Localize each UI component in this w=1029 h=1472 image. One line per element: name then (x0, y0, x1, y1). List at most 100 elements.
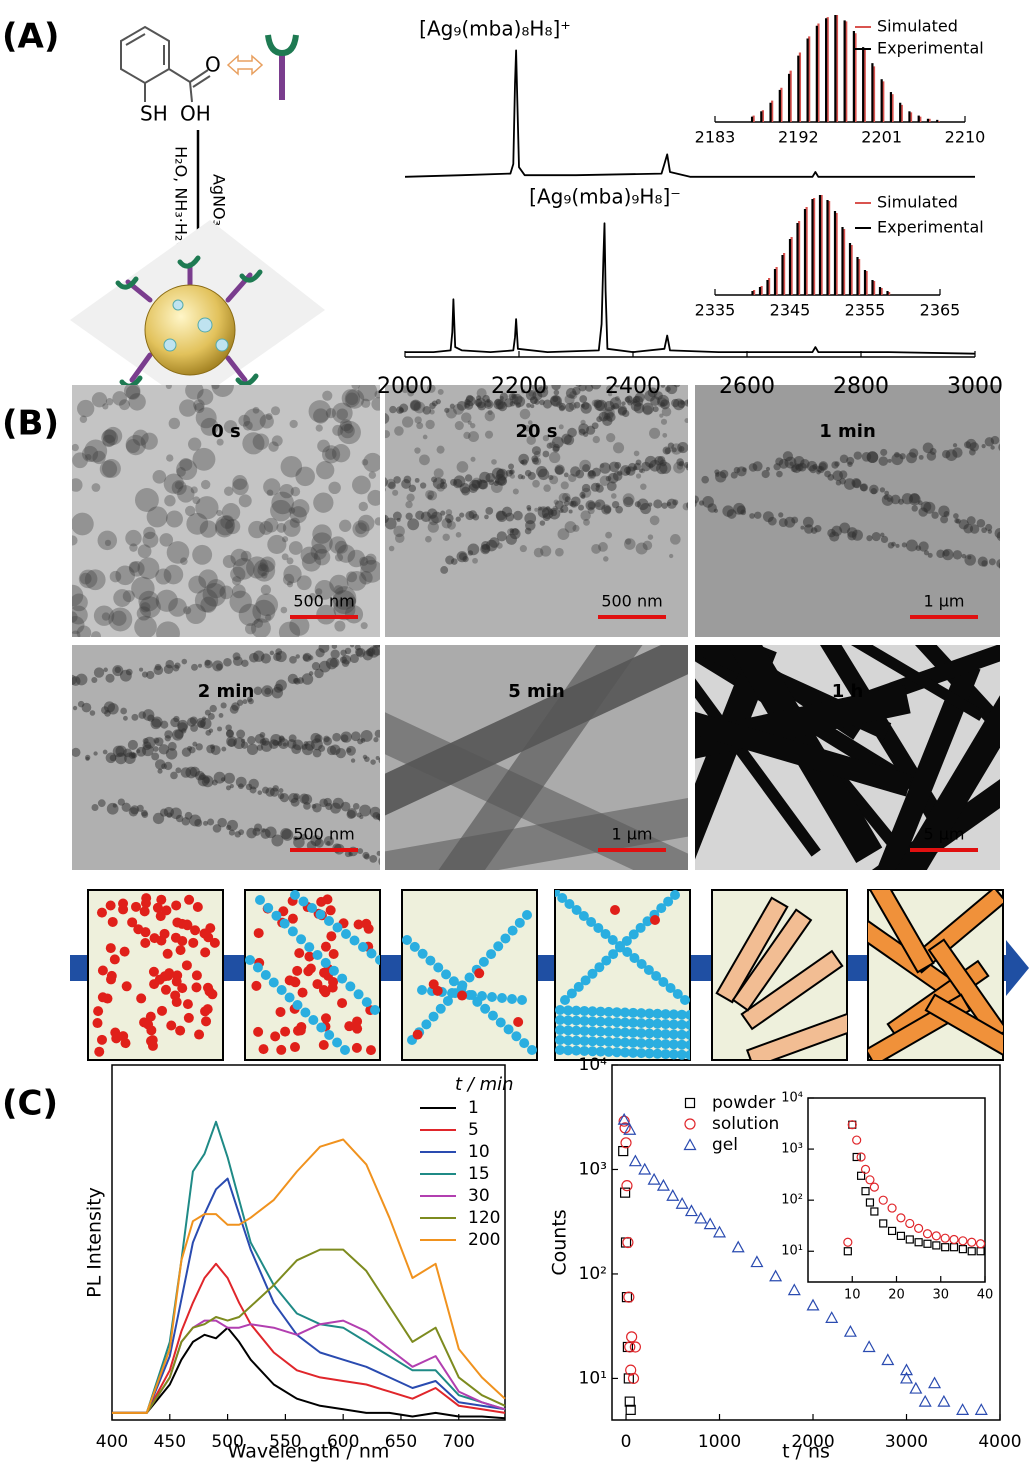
aggregate (179, 399, 196, 416)
cluster (259, 1044, 269, 1054)
fiber-particle (456, 516, 461, 521)
cluster (358, 942, 368, 952)
aggregate (142, 532, 158, 548)
cluster (487, 992, 497, 1002)
fiber-particle (345, 648, 351, 654)
aggregate (382, 430, 390, 438)
point (622, 1181, 632, 1191)
fiber-particle (252, 828, 260, 836)
fiber-particle (217, 818, 227, 828)
cluster (361, 919, 371, 929)
time-label: 5 min (508, 681, 565, 702)
aggregate (580, 510, 590, 520)
point (705, 1219, 716, 1229)
cluster (188, 938, 198, 948)
fiber-particle (264, 688, 271, 695)
point (808, 1300, 819, 1310)
chart: 0100020003000400010¹10²10³10⁴t / nsCount… (549, 1055, 1022, 1463)
aggregate (123, 590, 135, 602)
aggregate (229, 591, 251, 613)
aggregate (613, 442, 624, 453)
fiber-particle (126, 669, 133, 676)
fiber-particle (871, 488, 877, 494)
fiber-particle (139, 668, 143, 672)
cluster (141, 927, 151, 937)
fiber-particle (164, 730, 172, 738)
cluster (110, 1028, 120, 1038)
fiber-particle (445, 556, 454, 565)
cluster (110, 954, 120, 964)
point (845, 1326, 856, 1336)
aggregate (485, 431, 493, 439)
point (915, 1224, 923, 1232)
fiber-particle (207, 818, 214, 825)
cluster (329, 949, 339, 959)
fiber-particle (687, 498, 697, 508)
tem-image: 5 min1 μm (354, 605, 718, 924)
figure: (A) (B) (C) SH OH O AgNO₃ H₂O, NH₃·H₂O 0… (0, 0, 1029, 1472)
fiber-particle (216, 663, 223, 670)
point (862, 1188, 869, 1195)
fiber-particle (977, 519, 986, 528)
cluster (269, 978, 279, 988)
aggregate (446, 509, 453, 516)
fiber-particle (257, 790, 262, 795)
aggregate (282, 536, 288, 542)
y-tick-label: 10² (781, 1193, 803, 1208)
cluster (270, 1031, 280, 1041)
aggregate (549, 452, 560, 463)
aggregate (671, 443, 682, 454)
fiber-particle (302, 673, 314, 685)
tem-content (354, 605, 718, 924)
point (625, 1342, 635, 1352)
fiber-particle (230, 784, 234, 788)
cluster (425, 956, 435, 966)
fiber-particle (211, 745, 221, 755)
cluster (106, 901, 116, 911)
fiber-particle (854, 451, 862, 459)
fiber-particle (800, 459, 810, 469)
fiber-particle (762, 470, 770, 478)
fiber-particle (82, 703, 92, 713)
aggregate (423, 435, 428, 440)
ag-atom (216, 339, 228, 351)
aggregate (543, 484, 551, 492)
fiber-particle (579, 395, 587, 403)
cluster (610, 905, 620, 915)
fiber-particle (202, 716, 206, 720)
cluster (324, 916, 334, 926)
cluster (280, 919, 290, 929)
aggregate (352, 520, 369, 537)
aggregate (253, 407, 260, 414)
fiber-particle (530, 404, 534, 408)
aggregate (414, 416, 421, 423)
cluster (294, 948, 304, 958)
fiber-particle (672, 499, 678, 505)
cluster (326, 931, 336, 941)
panel-label: (A) (2, 17, 59, 57)
fiber-particle (661, 383, 666, 388)
aggregate (414, 402, 426, 414)
aggregate (337, 545, 355, 563)
cluster (245, 955, 255, 965)
fiber-particle (485, 507, 493, 515)
fiber-particle (272, 785, 278, 791)
fiber-particle (931, 512, 938, 519)
point (906, 1236, 913, 1243)
aggregate (270, 500, 292, 522)
cluster (527, 1045, 537, 1055)
point (959, 1237, 967, 1245)
cluster (333, 923, 343, 933)
fiber-particle (996, 559, 1005, 568)
aggregate (328, 482, 340, 494)
cluster (166, 1021, 176, 1031)
cluster (160, 971, 170, 981)
aggregate (476, 402, 481, 407)
cluster (670, 890, 680, 900)
aggregate (510, 474, 515, 479)
fiber-particle (130, 753, 135, 758)
point (959, 1246, 966, 1253)
fiber-particle (281, 829, 293, 841)
aggregate (436, 483, 445, 492)
fiber-particle (155, 737, 164, 746)
